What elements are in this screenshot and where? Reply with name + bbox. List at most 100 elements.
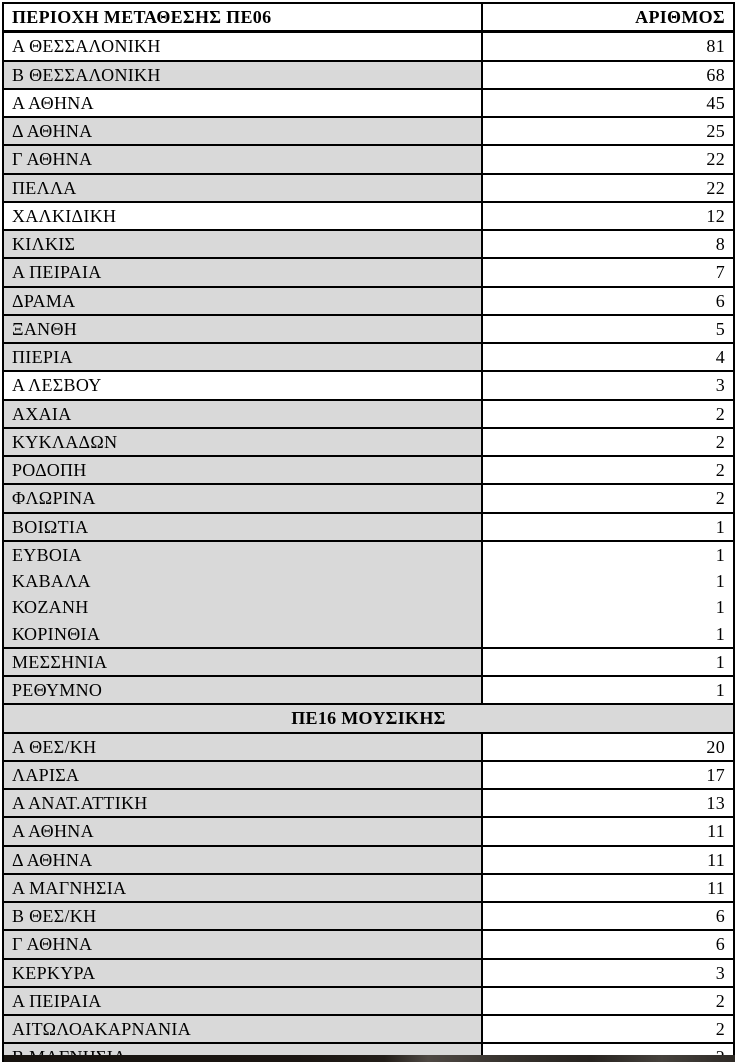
number-cell: 13 — [481, 787, 735, 819]
number-cell: 81 — [481, 30, 735, 62]
number-cell: 1 — [481, 511, 735, 542]
number-cell: 6 — [481, 929, 735, 960]
number-cell: 11 — [481, 816, 735, 847]
region-cell: ΒΟΙΩΤΙΑ — [2, 511, 483, 542]
number-cell: 45 — [481, 87, 735, 119]
region-label: ΕΥΒΟΙΑ — [12, 544, 82, 565]
region-cell: Α ΘΕΣΣΑΛΟΝΙΚΗ — [2, 30, 483, 62]
region-cell: ΜΕΣΣΗΝΙΑ — [2, 646, 483, 678]
region-cell: Γ ΑΘΗΝΑ — [2, 144, 483, 175]
table-row: ΑΧΑΙΑ 2 — [2, 398, 735, 429]
table-row: ΞΑΝΘΗ 5 — [2, 313, 735, 345]
number-cell: 17 — [481, 759, 735, 791]
region-label: ΚΑΒΑΛΑ — [12, 571, 91, 591]
table-row: Δ ΑΘΗΝΑ 25 — [2, 115, 735, 147]
table-row: ΦΛΩΡΙΝΑ 2 — [2, 483, 735, 514]
table-row: ΑΙΤΩΛΟΑΚΑΡΝΑΝΙΑ 2 — [2, 1013, 735, 1045]
number-cell: 3 — [481, 957, 735, 988]
region-cell: Β ΘΕΣ/ΚΗ — [2, 900, 483, 932]
number-cell: 3 — [481, 370, 735, 401]
table-row: ΡΟΔΟΠΗ 2 — [2, 454, 735, 486]
number-cell: 68 — [481, 59, 735, 90]
number-cell: 7 — [481, 257, 735, 288]
region-cell: Δ ΑΘΗΝΑ — [2, 115, 483, 147]
table-row: ΒΟΙΩΤΙΑ 1 — [2, 511, 735, 542]
region-cell: Α ΑΘΗΝΑ — [2, 87, 483, 119]
number-cell: 22 — [481, 172, 735, 203]
table-row: Β ΘΕΣΣΑΛΟΝΙΚΗ 68 — [2, 59, 735, 90]
region-cell: ΚΕΡΚΥΡΑ — [2, 957, 483, 988]
region-cell: ΚΥΚΛΑΔΩΝ — [2, 426, 483, 458]
table-row: ΧΑΛΚΙΔΙΚΗ 12 — [2, 200, 735, 232]
table-row: ΜΕΣΣΗΝΙΑ 1 — [2, 646, 735, 678]
region-cell: Α ΘΕΣ/ΚΗ — [2, 731, 483, 762]
table-row: ΡΕΘΥΜΝΟ 1 — [2, 674, 735, 706]
table-row: ΚΙΛΚΙΣ 8 — [2, 228, 735, 260]
number-value: 1 — [715, 597, 725, 618]
number-cell: 2 — [481, 398, 735, 429]
region-cell: ΑΙΤΩΛΟΑΚΑΡΝΑΝΙΑ — [2, 1013, 483, 1045]
number-cell: 2 — [481, 454, 735, 486]
table-row: Α ΘΕΣ/ΚΗ 20 — [2, 731, 735, 762]
table-row: Α ΠΕΙΡΑΙΑ 2 — [2, 985, 735, 1017]
number-cell: 2 — [481, 426, 735, 458]
region-cell: ΡΟΔΟΠΗ — [2, 454, 483, 486]
number-cell: 22 — [481, 144, 735, 175]
region-cell: Α ΛΕΣΒΟΥ — [2, 370, 483, 401]
region-cell: Γ ΑΘΗΝΑ — [2, 929, 483, 960]
table-row-group: ΕΥΒΟΙΑ ΚΑΒΑΛΑ ΚΟΖΑΝΗ ΚΟΡΙΝΘΙΑ 1 1 1 1 — [2, 539, 735, 649]
number-cell: 25 — [481, 115, 735, 147]
region-cell: Β ΘΕΣΣΑΛΟΝΙΚΗ — [2, 59, 483, 90]
region-cell: ΦΛΩΡΙΝΑ — [2, 483, 483, 514]
region-cell: Α ΑΘΗΝΑ — [2, 816, 483, 847]
number-cell: 20 — [481, 731, 735, 762]
number-cell: 8 — [481, 228, 735, 260]
cutoff-next-row-strip — [4, 1055, 735, 1062]
header-row: ΠΕΡΙΟΧΗ ΜΕΤΑΘΕΣΗΣ ΠΕ06 ΑΡΙΘΜΟΣ — [2, 2, 735, 34]
table-row: ΛΑΡΙΣΑ 17 — [2, 759, 735, 791]
table-row: ΚΕΡΚΥΡΑ 3 — [2, 957, 735, 988]
region-cell-group: ΕΥΒΟΙΑ ΚΑΒΑΛΑ ΚΟΖΑΝΗ ΚΟΡΙΝΘΙΑ — [2, 539, 483, 649]
table-row: Α ΠΕΙΡΑΙΑ 7 — [2, 257, 735, 288]
number-cell: 11 — [481, 872, 735, 904]
number-value: 1 — [715, 623, 725, 644]
number-cell: 1 — [481, 646, 735, 678]
table-body: Α ΘΕΣΣΑΛΟΝΙΚΗ 81 Β ΘΕΣΣΑΛΟΝΙΚΗ 68 Α ΑΘΗΝΑ 45 Δ… — [2, 30, 735, 1062]
region-cell: ΔΡΑΜΑ — [2, 285, 483, 316]
region-cell: ΠΙΕΡΙΑ — [2, 341, 483, 373]
number-cell: 6 — [481, 285, 735, 316]
number-value: 1 — [715, 544, 725, 565]
table-row: ΚΥΚΛΑΔΩΝ 2 — [2, 426, 735, 458]
region-cell: Α ΠΕΙΡΑΙΑ — [2, 257, 483, 288]
number-cell: 4 — [481, 341, 735, 373]
table-row: ΠΕΛΛΑ 22 — [2, 172, 735, 203]
number-cell: 2 — [481, 1013, 735, 1045]
region-label: ΚΟΖΑΝΗ — [12, 597, 89, 618]
region-cell: ΧΑΛΚΙΔΙΚΗ — [2, 200, 483, 232]
region-cell: ΠΕΛΛΑ — [2, 172, 483, 203]
region-cell: ΛΑΡΙΣΑ — [2, 759, 483, 791]
number-cell-group: 1 1 1 1 — [481, 539, 735, 649]
table-row: ΠΙΕΡΙΑ 4 — [2, 341, 735, 373]
table-row: Γ ΑΘΗΝΑ 6 — [2, 929, 735, 960]
table-row: Α ΑΘΗΝΑ 45 — [2, 87, 735, 119]
section-header-row: ΠΕ16 ΜΟΥΣΙΚΗΣ — [2, 703, 735, 734]
region-label: ΚΟΡΙΝΘΙΑ — [12, 623, 101, 644]
table-row: Α ΑΘΗΝΑ 11 — [2, 816, 735, 847]
region-cell: ΚΙΛΚΙΣ — [2, 228, 483, 260]
number-cell: 2 — [481, 483, 735, 514]
number-column-header: ΑΡΙΘΜΟΣ — [481, 2, 735, 34]
region-cell: Δ ΑΘΗΝΑ — [2, 844, 483, 875]
region-cell: ΑΧΑΙΑ — [2, 398, 483, 429]
number-cell: 5 — [481, 313, 735, 345]
number-cell: 11 — [481, 844, 735, 875]
number-cell: 12 — [481, 200, 735, 232]
number-cell: 2 — [481, 985, 735, 1017]
region-cell: ΡΕΘΥΜΝΟ — [2, 674, 483, 706]
number-cell: 1 — [481, 674, 735, 706]
table-row: Β ΘΕΣ/ΚΗ 6 — [2, 900, 735, 932]
table-row: Α ΜΑΓΝΗΣΙΑ 11 — [2, 872, 735, 904]
table-row: ΔΡΑΜΑ 6 — [2, 285, 735, 316]
